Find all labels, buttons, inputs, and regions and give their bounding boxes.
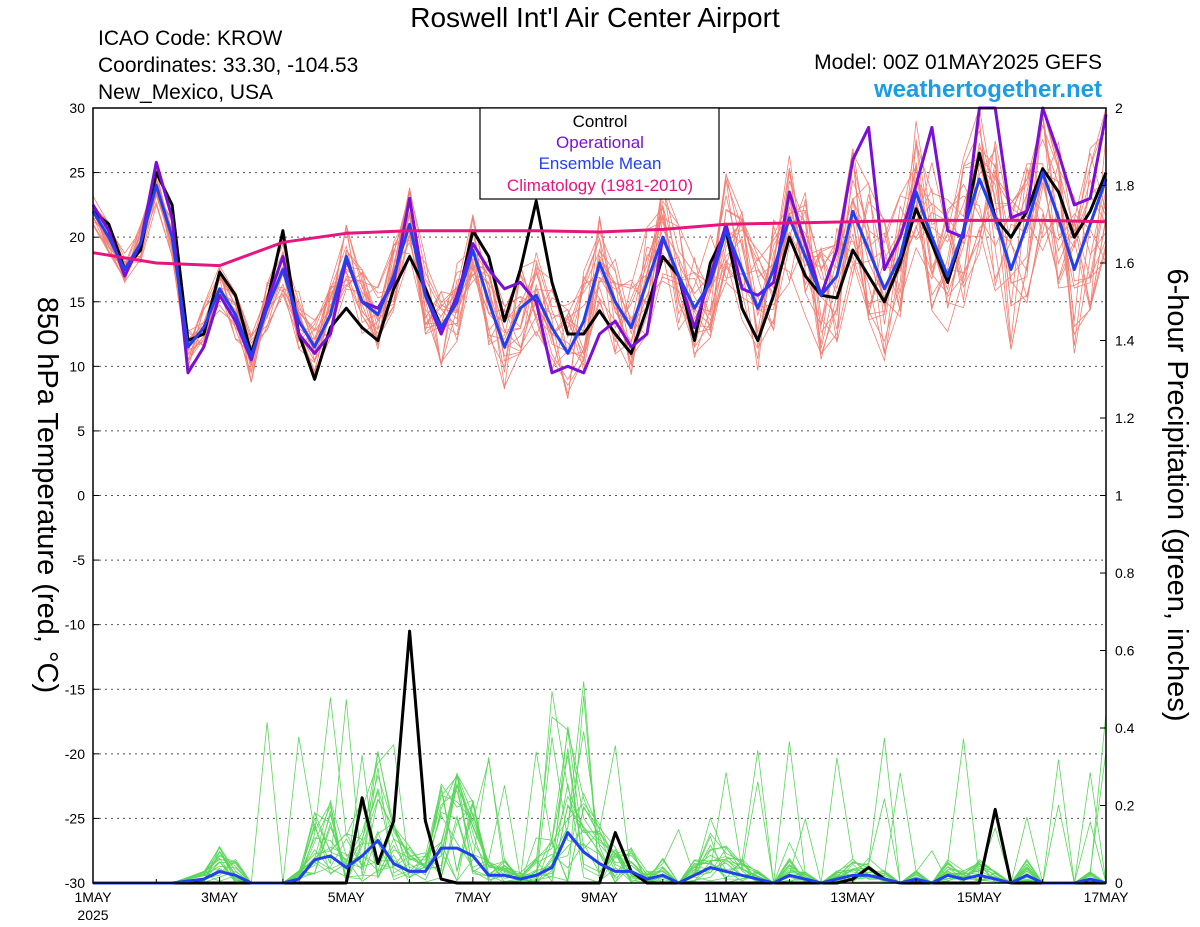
location: New_Mexico, USA [98,81,274,104]
legend-box [479,107,720,200]
x-tick-label: 11MAY [704,889,748,905]
legend: Control Operational Ensemble Mean Climat… [479,107,720,200]
y-right-tick-label: 0 [1115,875,1123,891]
y-left-tick-label: 20 [69,229,85,245]
model-run: Model: 00Z 01MAY2025 GEFS [814,51,1102,74]
y-right-tick-label: 1.8 [1115,178,1135,194]
y-left-tick-label: -5 [73,552,86,568]
y-left-tick-label: 10 [69,358,85,374]
y-right-tick-label: 0.8 [1115,565,1135,581]
precipitation-member-line [93,757,1107,884]
temperature-member-line [92,129,1107,369]
precipitation-member-line [93,731,1107,884]
coordinates: Coordinates: 33.30, -104.53 [98,54,359,77]
icao-code: ICAO Code: KROW [98,27,283,50]
precipitation-member-line [93,699,1107,884]
y-right-tick-label: 1 [1115,488,1123,504]
legend-ensemble-mean: Ensemble Mean [539,154,662,173]
y-left-tick-label: -30 [65,875,85,891]
y-left-tick-label: 30 [69,100,85,116]
temperature-member-line [92,156,1107,363]
y-right-tick-label: 0.2 [1115,798,1135,814]
y-left-tick-label: 0 [77,488,85,504]
y-axis-left-label: 850 hPa Temperature (red, °C) [31,297,63,693]
precip-ensemble-mean-line [93,831,1107,885]
y-left-tick-label: 25 [69,165,85,181]
precipitation-member-line [93,716,1107,884]
x-year-label: 2025 [77,907,108,923]
legend-operational: Operational [556,133,644,152]
y-right-tick-label: 0.6 [1115,643,1135,659]
precipitation-member-line [93,726,1107,884]
temp-ensemble-mean-line [91,171,1108,358]
chart-title: Roswell Int'l Air Center Airport [410,2,780,33]
y-left-tick-label: -15 [65,681,85,697]
y-left-tick-label: -25 [65,810,85,826]
x-tick-label: 13MAY [830,889,876,905]
y-right-tick-label: 2 [1115,100,1123,116]
main-series-lines [91,106,1108,885]
y-left-tick-label: -10 [65,617,85,633]
y-left-tick-label: -20 [65,746,85,762]
x-tick-label: 3MAY [201,889,239,905]
precipitation-member-line [93,722,1107,885]
x-tick-label: 1MAY [74,889,112,905]
temp-climatology-1981-2010-line [92,218,1107,268]
y-right-tick-label: 0.4 [1115,720,1135,736]
y-axis-right-label: 6-hour Precipitation (green, inches) [1161,269,1193,722]
temperature-member-line [92,162,1107,383]
x-tick-label: 9MAY [581,889,619,905]
grid-lines [93,172,1106,819]
y-right-tick-label: 1.4 [1115,333,1135,349]
precipitation-member-line [93,712,1107,885]
axes: 302520151050-5-10-15-20-25-3021.81.61.41… [65,100,1135,923]
x-tick-label: 17MAY [1084,889,1130,905]
website-link[interactable]: weathertogether.net [873,76,1102,103]
precipitation-member-lines [93,681,1107,885]
x-tick-label: 15MAY [957,889,1003,905]
y-left-tick-label: 15 [69,294,85,310]
precipitation-member-line [93,757,1107,884]
x-tick-label: 7MAY [454,889,492,905]
y-right-tick-label: 1.2 [1115,410,1135,426]
x-tick-label: 5MAY [328,889,366,905]
y-right-tick-label: 1.6 [1115,255,1135,271]
precipitation-member-line [93,681,1107,884]
legend-climatology: Climatology (1981-2010) [507,176,693,195]
y-left-tick-label: 5 [77,423,85,439]
legend-control: Control [573,112,628,131]
